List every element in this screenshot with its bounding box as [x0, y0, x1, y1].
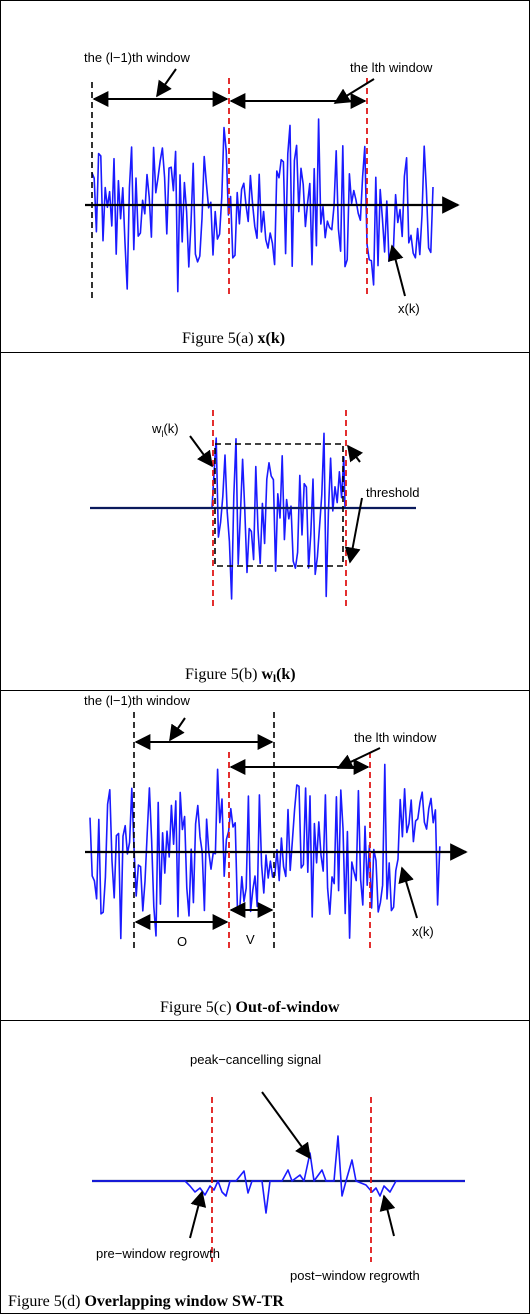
- label-prev-window-c: the (l−1)th window: [84, 693, 190, 708]
- windowed-signal-waveform: [90, 432, 412, 600]
- label-curr-window: the lth window: [350, 60, 433, 75]
- panel-d: peak−cancelling signal pre−window regrow…: [8, 1052, 465, 1310]
- signal-pointer: [387, 244, 406, 297]
- label-signal-c: x(k): [412, 924, 434, 939]
- signal-xk-waveform-c: [89, 763, 441, 940]
- curr-window-pointer: [333, 78, 375, 104]
- panel-divider-bc: [0, 690, 530, 691]
- peak-cancelling-waveform: [92, 1135, 465, 1214]
- panel-a: the (l−1)th window the lth window x(k) F…: [84, 50, 460, 347]
- label-window-fn: wl(k): [151, 421, 179, 439]
- threshold-box: [214, 443, 344, 567]
- prev-window-pointer-c: [169, 717, 186, 742]
- signal-pointer-c: [398, 866, 418, 919]
- label-peak: peak−cancelling signal: [190, 1052, 321, 1067]
- caption-d: Figure 5(d) Overlapping window SW-TR: [8, 1293, 284, 1310]
- label-curr-window-c: the lth window: [354, 730, 437, 745]
- label-v: V: [246, 932, 255, 947]
- label-pre: pre−window regrowth: [96, 1246, 220, 1261]
- threshold-lower-pointer: [344, 497, 363, 564]
- caption-c: Figure 5(c) Out-of-window: [160, 999, 340, 1016]
- caption-b: Figure 5(b) wl(k): [185, 666, 296, 685]
- label-signal: x(k): [398, 301, 420, 316]
- panel-divider-cd: [0, 1020, 530, 1021]
- prev-window-pointer: [156, 68, 177, 98]
- pre-regrowth-pointer: [189, 1190, 207, 1239]
- peak-pointer: [261, 1091, 311, 1160]
- panel-b: wl(k) threshold Figure 5(b) wl(k): [90, 410, 419, 685]
- label-threshold: threshold: [366, 485, 419, 500]
- curr-window-pointer-c: [336, 747, 381, 770]
- label-o: O: [177, 934, 187, 949]
- label-post: post−window regrowth: [290, 1268, 420, 1283]
- signal-xk-waveform: [91, 118, 434, 293]
- label-prev-window: the (l−1)th window: [84, 50, 190, 65]
- panel-c: the (l−1)th window the lth window O V x(…: [84, 693, 468, 1016]
- panel-divider-ab: [0, 352, 530, 353]
- caption-a: Figure 5(a) x(k): [182, 330, 285, 347]
- post-regrowth-pointer: [379, 1194, 396, 1237]
- threshold-upper-pointer: [347, 444, 364, 463]
- window-fn-pointer: [189, 435, 213, 468]
